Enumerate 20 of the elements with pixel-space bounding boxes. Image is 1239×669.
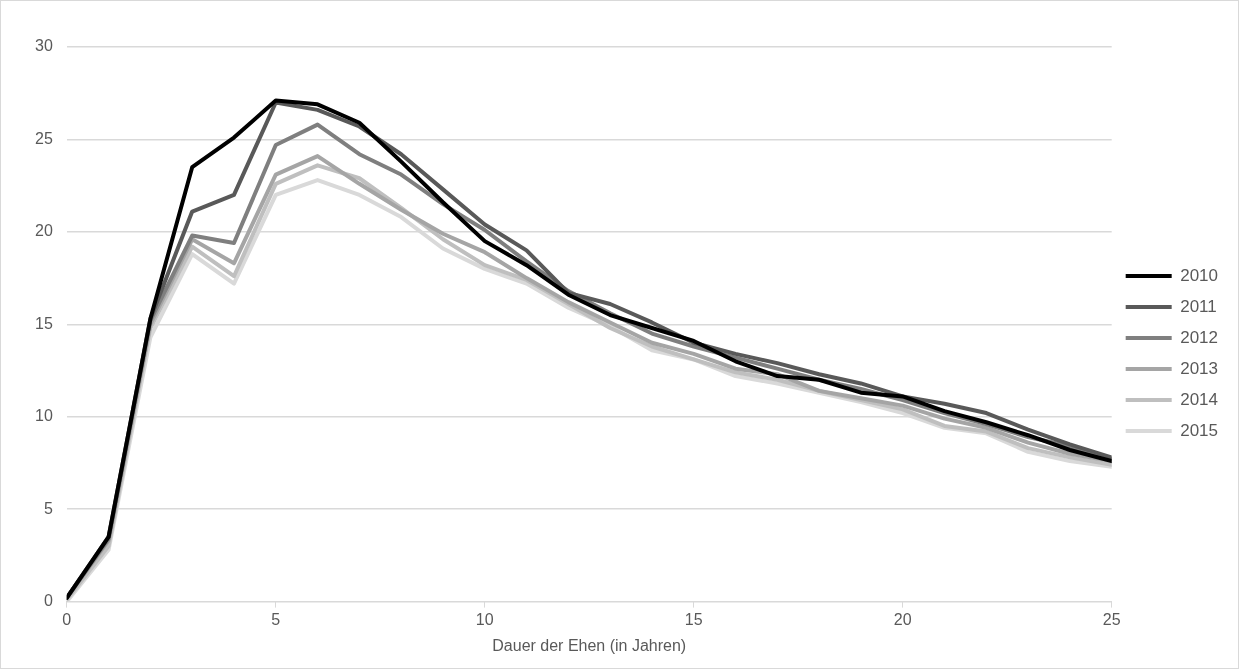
x-tick-label: 15 [684, 610, 703, 628]
x-tick-label: 20 [893, 610, 912, 628]
legend-label: 2015 [1180, 420, 1219, 440]
legend-label: 2010 [1180, 265, 1219, 285]
y-tick-label: 10 [35, 407, 53, 425]
x-tick-label: 0 [62, 610, 72, 628]
legend-label: 2011 [1180, 296, 1217, 316]
legend-label: 2013 [1180, 358, 1219, 378]
x-tick-label: 5 [271, 610, 281, 628]
x-axis-title: Dauer der Ehen (in Jahren) [492, 636, 687, 654]
y-tick-label: 5 [43, 499, 53, 517]
x-tick-label: 25 [1102, 610, 1121, 628]
x-tick-label: 10 [475, 610, 494, 628]
y-tick-label: 20 [35, 222, 53, 240]
y-tick-label: 15 [35, 314, 53, 332]
legend-label: 2014 [1180, 389, 1219, 409]
legend-label: 2012 [1180, 327, 1219, 347]
y-tick-label: 25 [35, 129, 53, 147]
y-tick-label: 30 [35, 37, 53, 55]
y-tick-label: 0 [43, 592, 53, 610]
